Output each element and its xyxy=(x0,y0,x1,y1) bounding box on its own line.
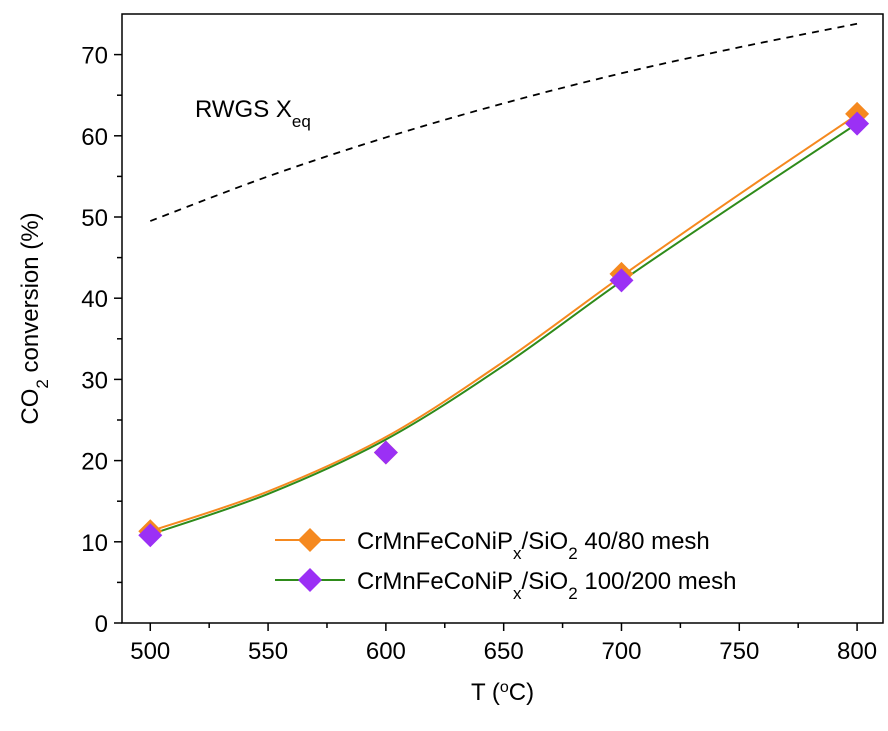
legend-label-part: CrMnFeCoNiP xyxy=(357,568,513,595)
x-tick-label: 800 xyxy=(837,638,877,665)
x-tick-label: 550 xyxy=(248,638,288,665)
x-tick-label: 650 xyxy=(484,638,524,665)
legend-label-part: 40/80 mesh xyxy=(578,528,710,555)
y-axis-label-part: CO xyxy=(17,389,44,425)
y-tick-label: 60 xyxy=(81,124,108,151)
plot-frame xyxy=(121,13,884,624)
legend-label-part: x xyxy=(513,584,522,603)
data-point xyxy=(609,268,634,293)
y-tick-label: 30 xyxy=(81,367,108,394)
data-point xyxy=(138,523,163,548)
y-tick-label: 20 xyxy=(81,449,108,476)
y-tick-label: 40 xyxy=(81,286,108,313)
y-tick-label: 10 xyxy=(81,530,108,557)
y-tick-label: 70 xyxy=(81,43,108,70)
x-axis-label: T (oC) xyxy=(471,679,534,707)
y-axis-label-part: 2 xyxy=(33,379,52,388)
x-axis-label-part: T ( xyxy=(471,679,500,706)
legend-marker xyxy=(298,528,322,552)
legend-label-part: 2 xyxy=(568,544,577,563)
legend-label-part: /SiO xyxy=(522,528,569,555)
x-tick-label: 700 xyxy=(601,638,641,665)
y-axis-label-part: conversion (%) xyxy=(17,212,44,379)
y-axis-label: CO2 conversion (%) xyxy=(17,212,52,424)
fit-line xyxy=(149,122,858,536)
legend-label-part: 100/200 mesh xyxy=(578,568,737,595)
data-point xyxy=(373,440,398,465)
legend-label-part: x xyxy=(513,544,522,563)
legend-label-part: 2 xyxy=(568,584,577,603)
legend-label: CrMnFeCoNiPx/SiO2 100/200 mesh xyxy=(357,568,736,603)
fit-line xyxy=(149,113,858,533)
legend-label-part: /SiO xyxy=(522,568,569,595)
legend-marker xyxy=(298,568,322,592)
legend-label-part: CrMnFeCoNiP xyxy=(357,528,513,555)
y-tick-label: 0 xyxy=(95,611,108,638)
y-tick-label: 50 xyxy=(81,205,108,232)
equilibrium-line xyxy=(149,22,858,222)
legend-label: CrMnFeCoNiPx/SiO2 40/80 mesh xyxy=(357,528,710,563)
annotation-part: eq xyxy=(292,112,311,131)
x-axis-label-part: C) xyxy=(509,679,534,706)
x-tick-label: 500 xyxy=(130,638,170,665)
data-point xyxy=(845,111,870,136)
annotation-part: RWGS X xyxy=(195,96,292,123)
x-tick-label: 750 xyxy=(719,638,759,665)
x-tick-label: 600 xyxy=(366,638,406,665)
x-axis-label-part: o xyxy=(500,679,509,696)
annotation: RWGS Xeq xyxy=(195,96,311,131)
